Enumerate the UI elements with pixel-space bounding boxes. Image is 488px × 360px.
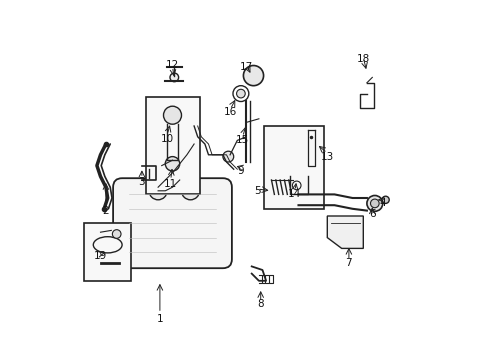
Text: 14: 14 <box>288 189 301 199</box>
Text: 10: 10 <box>160 134 173 144</box>
Circle shape <box>243 66 263 86</box>
Text: 3: 3 <box>138 177 145 187</box>
Text: 4: 4 <box>379 198 386 208</box>
Text: 18: 18 <box>356 54 369 64</box>
Polygon shape <box>326 216 363 248</box>
Text: 9: 9 <box>237 166 244 176</box>
Text: 13: 13 <box>320 152 333 162</box>
Text: 1: 1 <box>156 314 163 324</box>
Circle shape <box>170 73 178 82</box>
Circle shape <box>366 195 382 211</box>
Text: 2: 2 <box>102 206 109 216</box>
Text: 8: 8 <box>257 299 264 309</box>
Text: 5: 5 <box>253 186 260 196</box>
Circle shape <box>370 199 378 208</box>
Circle shape <box>381 196 388 203</box>
Text: 15: 15 <box>236 135 249 145</box>
Text: 17: 17 <box>239 62 252 72</box>
Text: 11: 11 <box>164 179 177 189</box>
Text: 7: 7 <box>345 258 351 268</box>
Text: 6: 6 <box>368 209 375 219</box>
Circle shape <box>223 151 233 162</box>
Circle shape <box>112 230 121 238</box>
Bar <box>145 97 199 194</box>
Circle shape <box>149 182 167 200</box>
FancyBboxPatch shape <box>113 178 231 268</box>
Bar <box>264 126 323 209</box>
Circle shape <box>181 182 199 200</box>
Text: 19: 19 <box>94 251 107 261</box>
Circle shape <box>236 89 244 98</box>
Circle shape <box>165 157 179 171</box>
Bar <box>84 223 131 281</box>
Text: 12: 12 <box>165 60 179 70</box>
Text: 16: 16 <box>223 107 236 117</box>
Circle shape <box>163 106 181 124</box>
